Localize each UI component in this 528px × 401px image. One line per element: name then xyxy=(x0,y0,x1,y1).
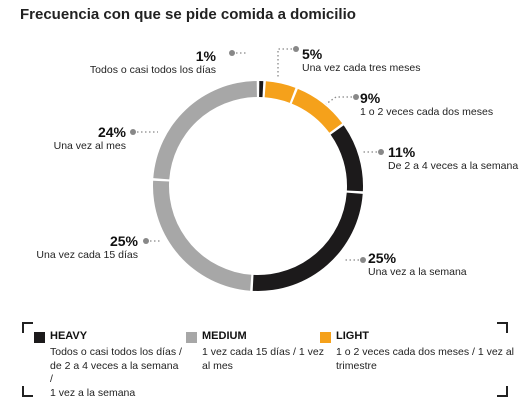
donut-slice xyxy=(153,81,257,180)
donut-chart xyxy=(130,46,384,291)
pct-label: 5% xyxy=(302,46,323,62)
slice-desc: Una vez al mes xyxy=(53,140,126,153)
label-una-vez-semana: 25% Una vez a la semana xyxy=(368,250,518,278)
label-tres-meses: 5% Una vez cada tres meses xyxy=(302,46,462,74)
legend-line: 1 vez cada 15 días / 1 vez xyxy=(202,346,324,358)
legend-text: Todos o casi todos los días / de 2 a 4 v… xyxy=(50,346,184,401)
slice-desc: Una vez cada 15 días xyxy=(36,249,138,262)
pct-label: 24% xyxy=(97,124,126,140)
label-2-a-4-semana: 11% De 2 a 4 veces a la semana xyxy=(388,144,523,172)
pct-label: 25% xyxy=(109,233,138,249)
legend-swatch-heavy xyxy=(34,332,45,343)
pct-label: 25% xyxy=(368,250,397,266)
legend-line: 1 o 2 veces cada dos meses / 1 vez al xyxy=(336,346,515,358)
donut-slice xyxy=(330,125,363,192)
frame-corner xyxy=(497,322,508,333)
label-15-dias: 25% Una vez cada 15 días xyxy=(16,233,138,261)
frame-corner xyxy=(22,386,33,397)
leader-dot xyxy=(293,46,299,52)
donut-slice xyxy=(259,81,264,98)
legend-swatch-medium xyxy=(186,332,197,343)
leader-line xyxy=(325,96,356,105)
donut-slice xyxy=(264,81,296,103)
leader-dot xyxy=(378,149,384,155)
legend-name: MEDIUM xyxy=(202,330,247,342)
pct-label: 1% xyxy=(195,48,216,64)
legend-text: 1 o 2 veces cada dos meses / 1 vez al tr… xyxy=(336,346,514,373)
slice-desc: De 2 a 4 veces a la semana xyxy=(388,160,519,173)
legend-line: al mes xyxy=(202,359,233,372)
leader-line xyxy=(277,48,296,78)
leader-dot xyxy=(229,50,235,56)
donut-slice xyxy=(291,88,343,133)
slice-desc: 1 o 2 veces cada dos meses xyxy=(360,106,494,119)
slice-desc: Una vez cada tres meses xyxy=(302,62,421,75)
pct-label: 9% xyxy=(360,90,381,106)
chart-title: Frecuencia con que se pide comida a domi… xyxy=(20,6,356,23)
legend-line: 1 vez a la semana xyxy=(50,386,136,399)
slice-desc: Una vez a la semana xyxy=(368,266,467,279)
label-todos-los-dias: 1% Todos o casi todos los días xyxy=(60,48,216,76)
legend-swatch-light xyxy=(320,332,331,343)
slice-desc: Todos o casi todos los días xyxy=(89,64,216,77)
frame-corner xyxy=(22,322,33,333)
frame-corner xyxy=(497,386,508,397)
legend-name: HEAVY xyxy=(50,330,88,342)
donut-slice xyxy=(152,180,252,291)
leader-dot xyxy=(353,94,359,100)
legend-name: LIGHT xyxy=(336,330,369,342)
donut-slice xyxy=(252,192,363,291)
legend-text: 1 vez cada 15 días / 1 vez al mes xyxy=(202,346,324,373)
legend-line: de 2 a 4 veces a la semana / xyxy=(50,359,179,386)
leader-dot xyxy=(360,257,366,263)
label-una-vez-mes: 24% Una vez al mes xyxy=(36,124,126,152)
leader-dot xyxy=(143,238,149,244)
legend-line: Todos o casi todos los días / xyxy=(50,346,182,358)
leader-dot xyxy=(130,129,136,135)
legend-line: trimestre xyxy=(336,359,377,372)
label-dos-meses: 9% 1 o 2 veces cada dos meses xyxy=(360,90,520,118)
pct-label: 11% xyxy=(388,144,416,160)
